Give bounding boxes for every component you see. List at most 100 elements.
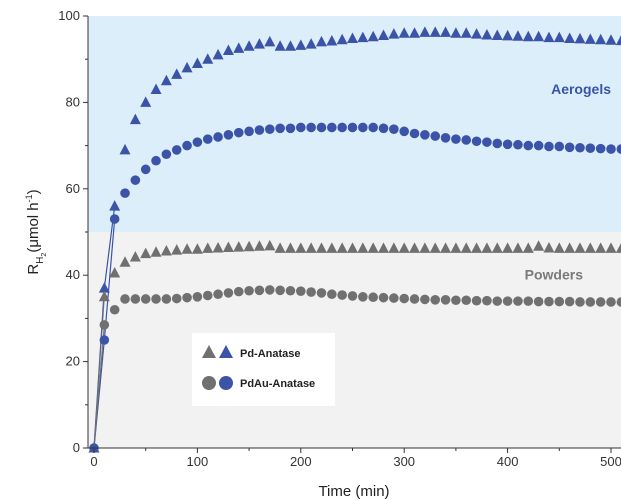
x-tick-label: 300 [393,454,415,469]
data-point-triangle [191,243,203,254]
data-point-circle [451,134,461,144]
data-point-triangle [315,35,327,47]
data-point-triangle [264,239,276,251]
data-point-triangle [471,242,483,253]
data-point-triangle [222,44,234,56]
data-point-triangle [398,242,410,253]
y-tick-label: 0 [73,440,80,455]
data-point-triangle [429,26,441,37]
data-point-triangle [284,242,296,253]
data-point-circle [389,293,399,303]
data-point-circle [202,290,213,301]
x-tick-label: 400 [497,454,519,469]
data-point-circle [482,295,492,306]
data-point-triangle [253,38,265,49]
data-point-circle [616,144,621,154]
data-point-circle [420,130,430,140]
legend-circle-gray [202,376,216,390]
data-point-triangle [129,251,141,262]
region-label-aerogels: Aerogels [551,81,611,97]
data-point-circle [171,293,182,304]
data-point-circle [451,295,461,306]
data-point-circle [151,155,161,166]
data-point-triangle [140,96,152,107]
data-point-triangle [98,290,110,302]
data-point-circle [316,288,327,298]
data-point-triangle [264,35,276,47]
data-point-triangle [202,53,214,64]
data-point-triangle [491,242,503,253]
data-point-circle [533,296,544,307]
legend-triangle-gray [202,345,216,358]
data-point-triangle [615,243,621,253]
data-point-triangle [388,242,400,253]
data-point-circle [564,142,575,153]
data-point-circle [275,123,285,134]
data-point-circle [161,294,172,304]
data-point-triangle [243,40,255,51]
data-point-triangle [512,30,524,41]
data-point-triangle [109,267,121,278]
data-point-circle [223,130,234,140]
data-point-circle [233,127,244,138]
data-point-triangle [274,242,286,253]
data-point-circle [471,295,482,306]
data-point-triangle [533,30,545,42]
data-point-triangle [440,26,452,37]
data-point-triangle [584,242,596,253]
data-point-triangle [326,242,338,253]
data-point-triangle [481,29,493,40]
data-point-triangle [595,242,607,253]
x-tick-label: 0 [90,454,97,469]
data-point-circle [223,288,234,298]
data-point-circle [182,292,192,303]
data-point-triangle [119,256,131,267]
data-point-triangle [522,242,534,253]
data-point-triangle [284,40,296,51]
data-point-circle [389,124,399,134]
data-point-circle [378,123,389,134]
data-point-triangle [119,143,131,155]
data-point-circle [440,295,451,305]
data-point-triangle [543,31,555,43]
data-point-triangle [388,28,400,39]
data-point-triangle [471,28,483,39]
legend-box [192,333,335,406]
data-point-circle [161,149,172,160]
data-point-triangle [98,282,110,293]
data-point-triangle [409,242,421,253]
data-point-circle [544,296,554,307]
data-point-circle [130,175,141,185]
data-point-circle [192,137,203,147]
data-point-triangle [140,247,152,259]
x-tick-label: 500 [600,454,621,469]
data-point-circle [316,122,327,133]
data-point-circle [399,126,410,137]
data-point-triangle [522,30,534,42]
data-point-triangle [305,38,317,49]
data-point-circle [275,285,285,296]
data-point-circle [461,135,472,145]
data-point-circle [182,140,192,151]
data-point-triangle [191,57,203,69]
data-point-triangle [212,48,224,60]
series-line-gray-circle [93,324,105,449]
data-point-circle [595,143,606,154]
data-point-triangle [109,200,121,211]
data-point-circle [430,295,441,305]
data-point-triangle [274,40,286,51]
data-point-circle [213,132,223,142]
data-point-circle [513,296,523,306]
data-point-triangle [574,242,586,253]
data-point-circle [171,145,182,155]
data-point-triangle [584,33,596,44]
data-point-circle [430,131,441,141]
data-point-circle [606,144,616,154]
data-point-circle [585,297,596,307]
data-point-circle [513,139,523,150]
data-point-triangle [460,242,472,253]
data-point-circle [564,296,575,307]
data-point-circle [306,287,316,297]
y-tick-label: 60 [66,181,80,196]
